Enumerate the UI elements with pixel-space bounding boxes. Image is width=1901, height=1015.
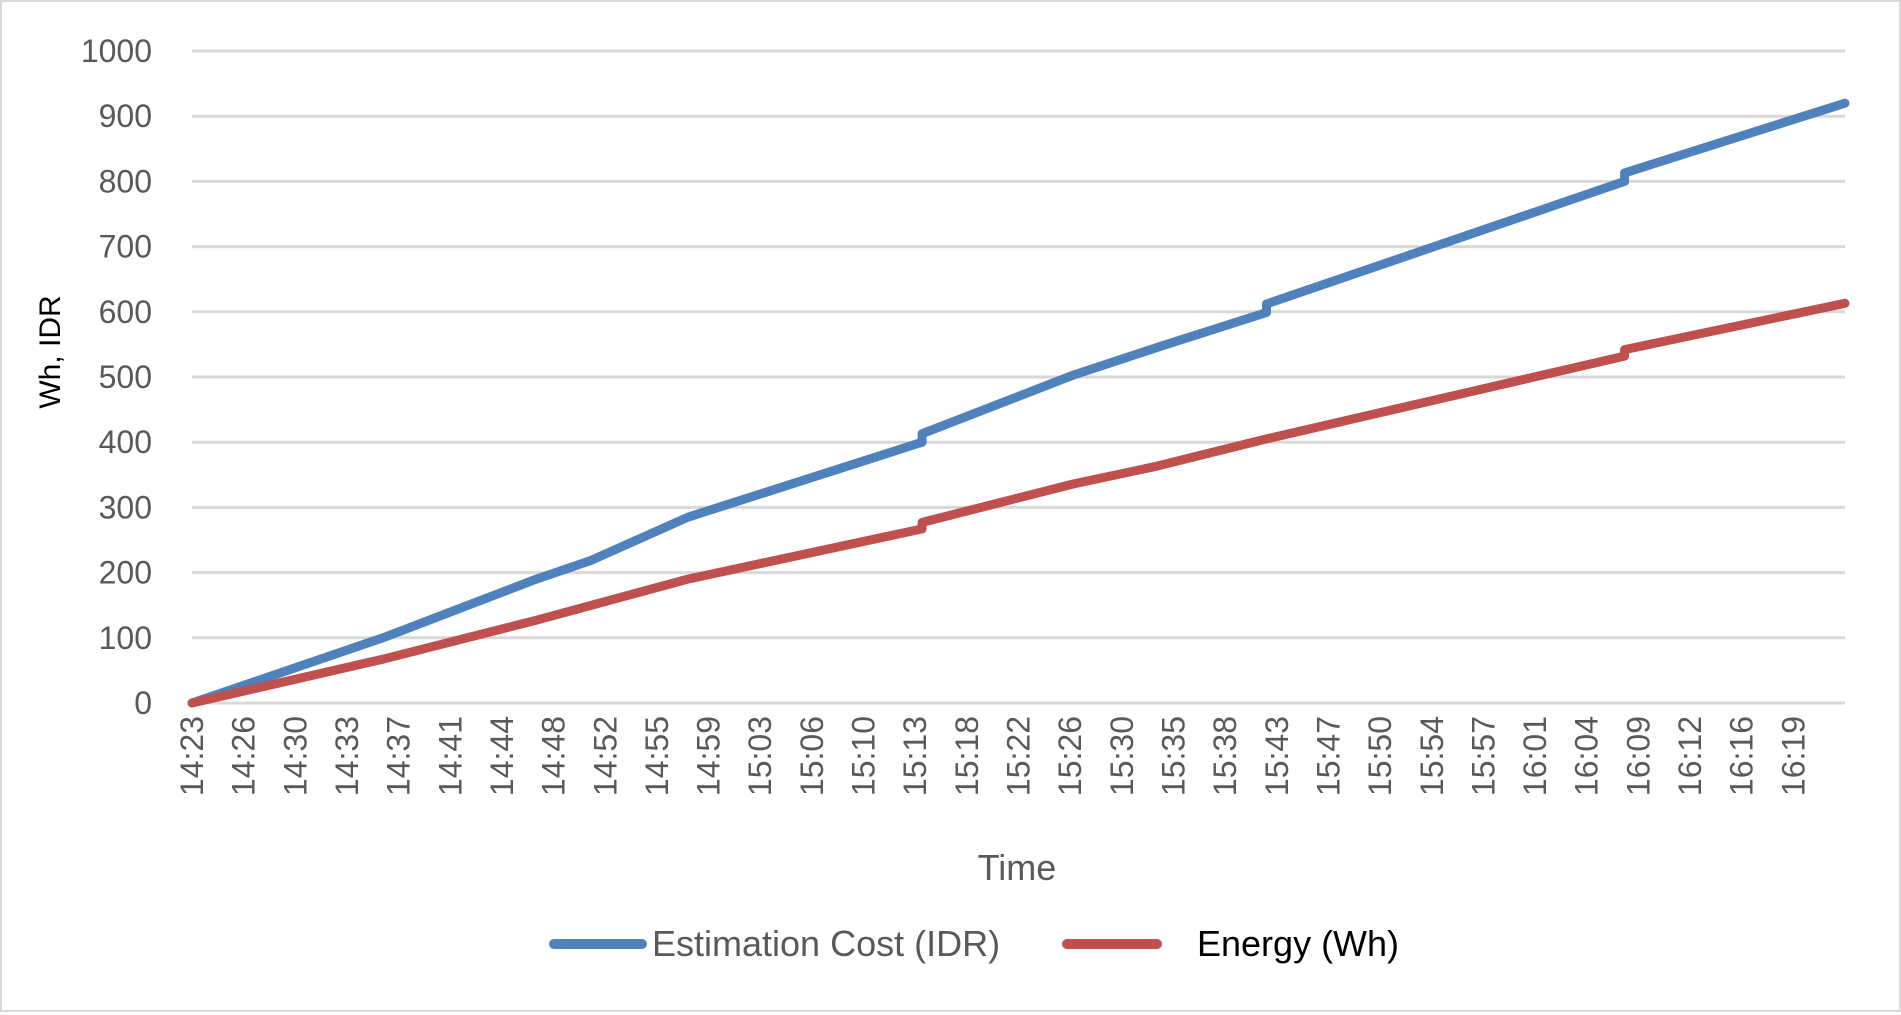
x-tick-label: 14:55 — [639, 716, 675, 796]
y-axis-title: Wh, IDR — [34, 295, 67, 408]
x-tick-label: 15:26 — [1052, 716, 1088, 796]
x-tick-label: 16:09 — [1620, 716, 1656, 796]
x-tick-label: 15:22 — [1001, 716, 1037, 796]
x-tick-label: 14:37 — [381, 716, 417, 796]
y-tick-label: 400 — [99, 424, 152, 460]
x-tick-label: 14:26 — [226, 716, 262, 796]
y-tick-label: 600 — [99, 294, 152, 330]
series-line-1 — [187, 98, 1850, 708]
x-tick-label: 14:44 — [484, 716, 520, 796]
x-tick-label: 15:18 — [949, 716, 985, 796]
y-tick-label: 0 — [134, 685, 152, 721]
series-lines — [187, 98, 1850, 708]
y-tick-label: 200 — [99, 555, 152, 591]
series-line-2 — [187, 298, 1850, 708]
x-tick-label: 15:38 — [1207, 716, 1243, 796]
x-tick-label: 14:59 — [691, 716, 727, 796]
x-tick-label: 15:06 — [794, 716, 830, 796]
x-tick-label: 16:19 — [1775, 716, 1811, 796]
x-tick-label: 14:41 — [432, 716, 468, 796]
x-tick-label: 16:12 — [1672, 716, 1708, 796]
x-tick-label: 14:23 — [174, 716, 210, 796]
x-axis-ticks: 14:23 14:26 14:30 14:33 14:37 14:41 14:44 14:48… — [174, 716, 1811, 796]
x-tick-label: 15:54 — [1414, 716, 1450, 796]
x-tick-label: 16:04 — [1569, 716, 1605, 796]
legend-label-2: Energy (Wh) — [1197, 923, 1399, 964]
x-tick-label: 15:30 — [1104, 716, 1140, 796]
x-tick-label: 15:57 — [1465, 716, 1501, 796]
x-tick-label: 15:47 — [1310, 716, 1346, 796]
legend: Estimation Cost (IDR) Energy (Wh) — [549, 923, 1399, 964]
gridlines — [192, 49, 1845, 705]
x-tick-label: 15:10 — [846, 716, 882, 796]
y-tick-label: 100 — [99, 620, 152, 656]
x-tick-label: 14:52 — [587, 716, 623, 796]
y-tick-label: 800 — [99, 163, 152, 199]
y-tick-label: 500 — [99, 359, 152, 395]
x-tick-label: 15:03 — [742, 716, 778, 796]
legend-label-1: Estimation Cost (IDR) — [652, 923, 1000, 964]
x-tick-label: 14:33 — [329, 716, 365, 796]
x-tick-label: 16:16 — [1724, 716, 1760, 796]
x-axis-title: Time — [978, 847, 1057, 888]
x-tick-label: 15:35 — [1155, 716, 1191, 796]
y-axis-ticks: 0 100 200 300 400 500 600 700 800 900 1000 — [81, 33, 152, 721]
x-tick-label: 14:48 — [536, 716, 572, 796]
x-tick-label: 15:43 — [1259, 716, 1295, 796]
x-tick-label: 16:01 — [1517, 716, 1553, 796]
x-tick-label: 15:50 — [1362, 716, 1398, 796]
x-tick-label: 15:13 — [897, 716, 933, 796]
y-tick-label: 900 — [99, 98, 152, 134]
y-tick-label: 300 — [99, 489, 152, 525]
x-tick-label: 14:30 — [277, 716, 313, 796]
y-tick-label: 1000 — [81, 33, 152, 69]
y-tick-label: 700 — [99, 229, 152, 265]
